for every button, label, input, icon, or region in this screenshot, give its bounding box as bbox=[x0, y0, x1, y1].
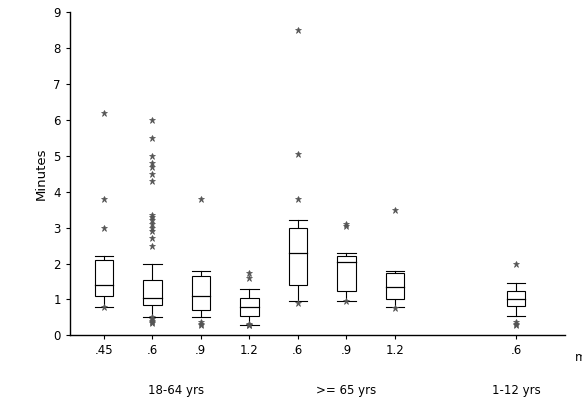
Text: mg/kg: mg/kg bbox=[574, 351, 582, 364]
Bar bbox=[143, 280, 161, 305]
Y-axis label: Minutes: Minutes bbox=[35, 148, 48, 200]
Bar bbox=[337, 256, 356, 290]
Bar bbox=[95, 260, 113, 296]
Bar bbox=[385, 272, 404, 299]
Text: 1-12 yrs: 1-12 yrs bbox=[492, 384, 541, 397]
Bar bbox=[240, 298, 258, 316]
Bar bbox=[507, 290, 526, 306]
Text: >= 65 yrs: >= 65 yrs bbox=[316, 384, 377, 397]
Text: 18-64 yrs: 18-64 yrs bbox=[148, 384, 205, 397]
Bar bbox=[289, 228, 307, 285]
Bar bbox=[191, 276, 210, 310]
